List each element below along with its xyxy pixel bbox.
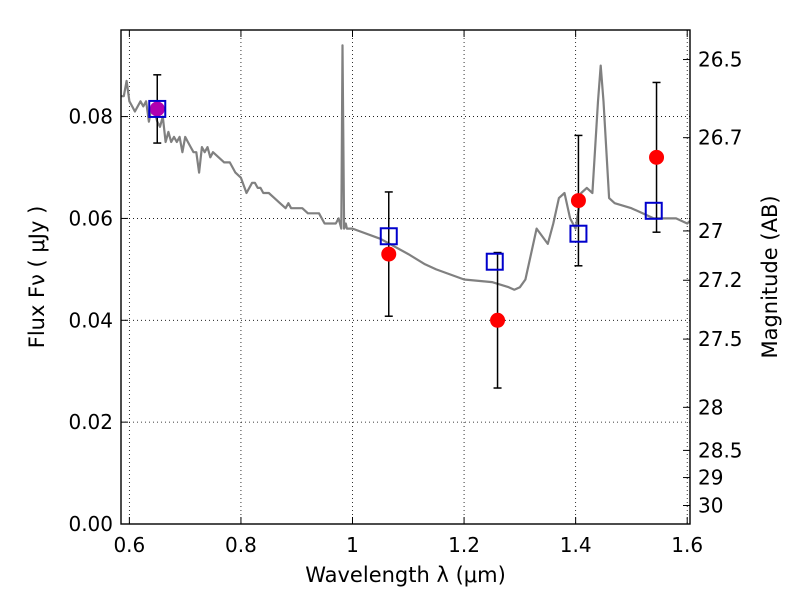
right-axis-ticks: 26.5 26.7 27 27.2 27.5 28 28.5 29 30 [683,48,743,518]
model-point [569,224,588,243]
x-tick-label: 1 [346,533,359,557]
x-tick-label: 0.6 [113,533,145,557]
observed-points [149,101,665,328]
plot-frame [120,29,691,525]
x-tick-label: 0.8 [225,533,257,557]
observed-point [490,312,506,328]
model-point [485,252,504,271]
x-tick-label: 1.6 [671,533,703,557]
model-point [379,227,398,246]
y-tick-label: 0.06 [68,206,113,230]
observed-point [649,149,665,165]
observed-point [570,193,586,209]
x-tick-label: 1.2 [448,533,480,557]
right-tick-label: 28 [698,395,723,419]
right-tick-label: 27.2 [698,268,743,292]
right-tick-label: 26.7 [698,126,743,150]
right-tick-label: 29 [698,466,723,490]
right-tick-label: 28.5 [698,438,743,462]
right-axis-label: Magnitude (AB) [758,195,782,358]
y-tick-label: 0.04 [68,308,113,332]
y-tick-label: 0.00 [68,512,113,536]
model-point [644,201,663,220]
x-axis-label: Wavelength λ (μm) [305,563,506,587]
observed-point [381,246,397,262]
model-point [148,99,167,118]
right-tick-label: 27.5 [698,327,743,351]
right-tick-label: 27 [698,219,723,243]
model-spectrum [121,44,691,291]
y-tick-label: 0.02 [68,410,113,434]
observed-point [149,101,165,117]
spectrum-line [121,44,691,291]
y-axis-ticks: 0.00 0.02 0.04 0.06 0.08 [68,105,128,536]
y-axis-label: Flux Fν ( μJy ) [25,206,49,349]
right-tick-label: 30 [698,494,723,518]
error-bars [153,74,661,389]
x-axis-ticks: 0.6 0.8 1 1.2 1.4 1.6 [113,30,703,557]
y-tick-label: 0.08 [68,105,113,129]
model-points [148,99,663,271]
x-tick-label: 1.4 [560,533,592,557]
right-tick-label: 26.5 [698,48,743,72]
